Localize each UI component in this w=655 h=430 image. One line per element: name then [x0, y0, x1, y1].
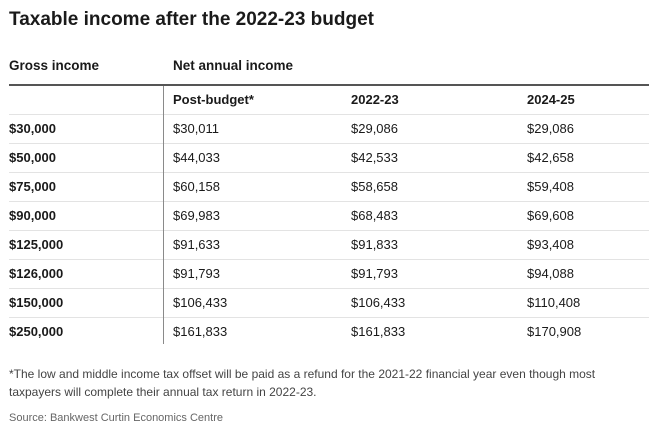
footnote: *The low and middle income tax offset wi… [9, 367, 596, 399]
net-2024-25-cell: $42,658 [527, 150, 574, 165]
table-row: $126,000 $91,793 $91,793 $94,088 [9, 260, 649, 289]
gross-income-cell: $126,000 [9, 266, 64, 281]
net-income-group-header: Net annual income [173, 58, 294, 73]
column-header-post-budget: Post-budget* [173, 92, 254, 107]
post-budget-cell: $30,011 [173, 121, 220, 136]
net-2022-23-cell: $91,833 [351, 237, 398, 252]
gross-income-cell: $90,000 [9, 208, 56, 223]
gross-income-cell: $150,000 [9, 295, 64, 310]
table-row: $250,000 $161,833 $161,833 $170,908 [9, 318, 649, 347]
net-2022-23-cell: $91,793 [351, 266, 398, 281]
table-row: $150,000 $106,433 $106,433 $110,408 [9, 289, 649, 318]
net-2024-25-cell: $29,086 [527, 121, 574, 136]
net-2024-25-cell: $94,088 [527, 266, 574, 281]
table-row: $30,000 $30,011 $29,086 $29,086 [9, 115, 649, 144]
table-row: $125,000 $91,633 $91,833 $93,408 [9, 231, 649, 260]
table-row: $50,000 $44,033 $42,533 $42,658 [9, 144, 649, 173]
net-2024-25-cell: $110,408 [527, 295, 581, 310]
net-2022-23-cell: $42,533 [351, 150, 398, 165]
net-2022-23-cell: $29,086 [351, 121, 398, 136]
net-2022-23-cell: $68,483 [351, 208, 398, 223]
column-header-2024-25: 2024-25 [527, 92, 575, 107]
header-divider [9, 84, 649, 86]
net-2022-23-cell: $106,433 [351, 295, 406, 310]
net-2024-25-cell: $69,608 [527, 208, 574, 223]
post-budget-cell: $69,983 [173, 208, 220, 223]
gross-income-group-header: Gross income [9, 58, 100, 73]
page-title: Taxable income after the 2022-23 budget [9, 9, 374, 30]
post-budget-cell: $91,633 [173, 237, 220, 252]
post-budget-cell: $91,793 [173, 266, 220, 281]
gross-income-cell: $30,000 [9, 121, 56, 136]
post-budget-cell: $60,158 [173, 179, 220, 194]
gross-income-cell: $125,000 [9, 237, 64, 252]
gross-income-cell: $50,000 [9, 150, 56, 165]
table-row: $90,000 $69,983 $68,483 $69,608 [9, 202, 649, 231]
post-budget-cell: $44,033 [173, 150, 220, 165]
income-table: Post-budget* 2022-23 2024-25 $30,000 $30… [9, 86, 649, 347]
net-2024-25-cell: $170,908 [527, 324, 582, 339]
column-header-gross [9, 86, 159, 114]
table-row: $75,000 $60,158 $58,658 $59,408 [9, 173, 649, 202]
gross-income-cell: $250,000 [9, 324, 64, 339]
post-budget-cell: $161,833 [173, 324, 228, 339]
gross-income-cell: $75,000 [9, 179, 56, 194]
net-2024-25-cell: $59,408 [527, 179, 574, 194]
net-2022-23-cell: $161,833 [351, 324, 406, 339]
column-header-2022-23: 2022-23 [351, 92, 399, 107]
column-divider [163, 86, 164, 344]
source-note: Source: Bankwest Curtin Economics Centre [9, 412, 223, 424]
net-2022-23-cell: $58,658 [351, 179, 398, 194]
column-header-row: Post-budget* 2022-23 2024-25 [9, 86, 649, 115]
post-budget-cell: $106,433 [173, 295, 228, 310]
net-2024-25-cell: $93,408 [527, 237, 574, 252]
